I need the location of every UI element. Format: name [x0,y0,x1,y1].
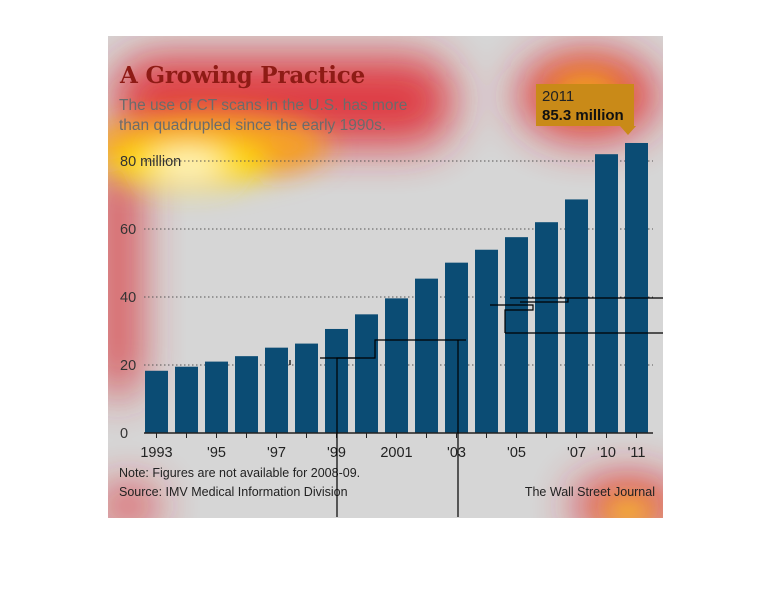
bar-2001 [385,298,408,433]
bar-1996 [235,356,258,433]
bar-1994 [175,366,198,433]
y-axis: 0 20 40 60 80 million [120,154,181,442]
bar-1999 [325,328,348,433]
chart-subtitle: The use of CT scans in the U.S. has more… [119,97,408,134]
y-tick-label: 80 million [120,154,181,170]
x-tick-label: '07 [567,445,586,461]
bar-2003 [445,262,468,433]
x-tick-label: '10 [597,445,616,461]
bar-2010 [595,154,618,433]
x-tick-label: '03 [447,445,466,461]
bar-2005 [505,237,528,433]
x-tick-label: '97 [267,445,286,461]
y-tick-label: 0 [120,426,128,442]
bar-1993 [145,370,168,433]
chart-source: Source: IMV Medical Information Division [119,485,348,499]
bars [145,142,648,433]
callout-year: 2011 [542,88,575,105]
y-tick-label: 60 [120,222,136,238]
callout-value: 85.3 million [542,107,624,124]
chart-card: A Growing Practice The use of CT scans i… [108,36,663,518]
y-tick-label: 20 [120,358,136,374]
bar-1997 [265,347,288,433]
x-tick-label: 1993 [140,445,172,461]
x-tick-label: '11 [628,445,646,461]
bar-2002 [415,278,438,433]
publisher-credit: The Wall Street Journal [524,485,655,499]
chart-note: Note: Figures are not available for 2008… [119,466,361,480]
x-tick-label: '95 [207,445,226,461]
y-tick-label: 40 [120,290,136,306]
bar-2000 [355,314,378,433]
x-axis: 1993 '95 '97 '99 2001 '03 '05 '07 '10 '11 [140,433,645,461]
x-tick-label: '99 [327,445,346,461]
bar-2006 [535,222,558,433]
bar-2011 [625,142,648,433]
bar-2007 [565,199,588,433]
x-tick-label: '05 [507,445,526,461]
callout-2011: 2011 85.3 million [536,84,636,135]
x-tick-label: 2001 [380,445,412,461]
chart-title: A Growing Practice [120,62,366,89]
bar-1995 [205,361,228,433]
bar-2004 [475,249,498,433]
bar-1998 [295,343,318,433]
